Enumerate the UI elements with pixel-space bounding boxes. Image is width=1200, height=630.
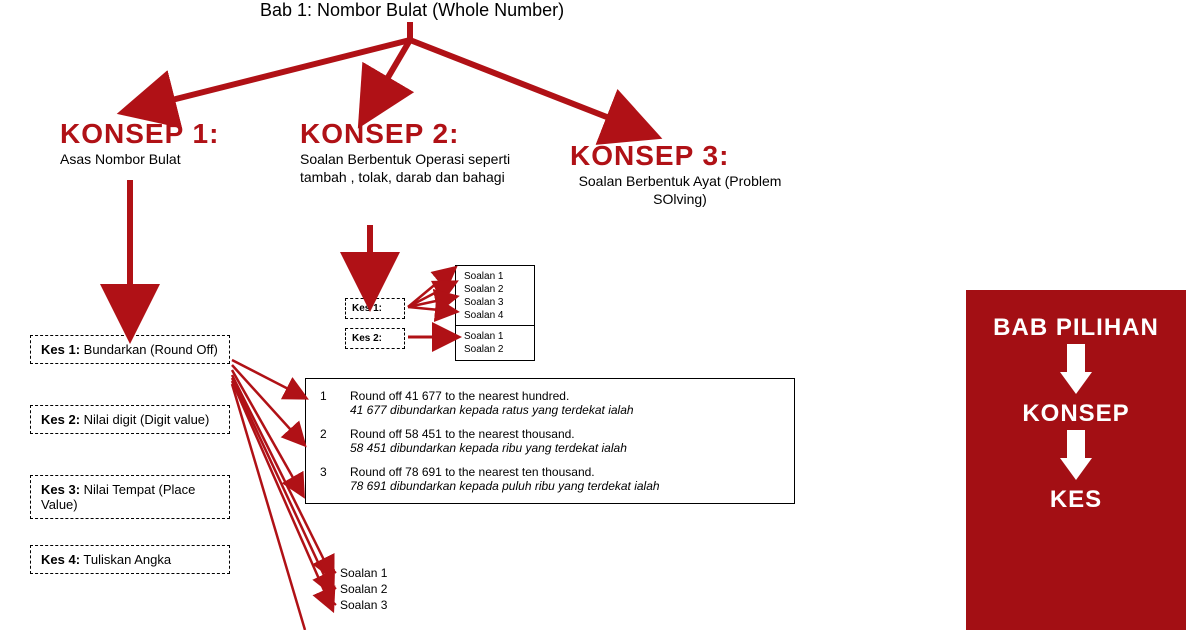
konsep3-block: KONSEP 3: Soalan Berbentuk Ayat (Problem… bbox=[570, 140, 790, 208]
k2-kes2-s2: Soalan 2 bbox=[464, 343, 526, 356]
kes4-label: Kes 4: bbox=[41, 552, 80, 567]
bottom-s1: Soalan 1 bbox=[340, 565, 387, 581]
konsep1-block: KONSEP 1: Asas Nombor Bulat bbox=[60, 118, 250, 168]
k2-kes1-s1: Soalan 1 bbox=[464, 270, 526, 283]
k2-kes2-label: Kes 2: bbox=[352, 333, 382, 344]
q3-en: Round off 78 691 to the nearest ten thou… bbox=[350, 465, 780, 479]
q3-ms: 78 691 dibundarkan kepada puluh ribu yan… bbox=[350, 479, 780, 493]
kes3-box: Kes 3: Nilai Tempat (Place Value) bbox=[30, 475, 230, 519]
kes1-label: Kes 1: bbox=[41, 342, 80, 357]
arrow-white-stem-1 bbox=[1067, 344, 1085, 372]
kes2-text: Nilai digit (Digit value) bbox=[80, 412, 209, 427]
q2-ms: 58 451 dibundarkan kepada ribu yang terd… bbox=[350, 441, 780, 455]
k2-kes2-soalan-box: Soalan 1 Soalan 2 bbox=[455, 325, 535, 361]
kes2-box: Kes 2: Nilai digit (Digit value) bbox=[30, 405, 230, 434]
konsep3-title: KONSEP 3: bbox=[570, 140, 790, 172]
bottom-s3: Soalan 3 bbox=[340, 597, 387, 613]
konsep1-title: KONSEP 1: bbox=[60, 118, 250, 150]
konsep2-block: KONSEP 2: Soalan Berbentuk Operasi seper… bbox=[300, 118, 530, 186]
q1-num: 1 bbox=[320, 389, 350, 417]
kes1-box: Kes 1: Bundarkan (Round Off) bbox=[30, 335, 230, 364]
konsep2-title: KONSEP 2: bbox=[300, 118, 530, 150]
konsep3-sub: Soalan Berbentuk Ayat (Problem SOlving) bbox=[570, 172, 790, 208]
k2-kes2-s1: Soalan 1 bbox=[464, 330, 526, 343]
k2-kes1-s3: Soalan 3 bbox=[464, 296, 526, 309]
arrow-down-icon-1 bbox=[1060, 372, 1092, 394]
side-panel: BAB PILIHAN KONSEP KES bbox=[966, 290, 1186, 630]
q2-num: 2 bbox=[320, 427, 350, 455]
q1-ms: 41 677 dibundarkan kepada ratus yang ter… bbox=[350, 403, 780, 417]
q2-en: Round off 58 451 to the nearest thousand… bbox=[350, 427, 780, 441]
root-title: Bab 1: Nombor Bulat (Whole Number) bbox=[260, 0, 564, 21]
k2-kes1-soalan-box: Soalan 1 Soalan 2 Soalan 3 Soalan 4 bbox=[455, 265, 535, 327]
questions-box: 1 Round off 41 677 to the nearest hundre… bbox=[305, 378, 795, 504]
konsep2-sub: Soalan Berbentuk Operasi seperti tambah … bbox=[300, 150, 530, 186]
kes4-text: Tuliskan Angka bbox=[80, 552, 171, 567]
k2-kes1-s2: Soalan 2 bbox=[464, 283, 526, 296]
bottom-s2: Soalan 2 bbox=[340, 581, 387, 597]
side-konsep: KONSEP bbox=[966, 400, 1186, 428]
arrow-down-icon-2 bbox=[1060, 458, 1092, 480]
k2-kes1-s4: Soalan 4 bbox=[464, 309, 526, 322]
arrow-white-stem-2 bbox=[1067, 430, 1085, 458]
kes3-label: Kes 3: bbox=[41, 482, 80, 497]
q1-en: Round off 41 677 to the nearest hundred. bbox=[350, 389, 780, 403]
k2-kes1-label: Kes 1: bbox=[352, 303, 382, 314]
k2-kes1-box: Kes 1: bbox=[345, 298, 405, 319]
side-bab: BAB PILIHAN bbox=[966, 314, 1186, 342]
k2-kes2-box: Kes 2: bbox=[345, 328, 405, 349]
kes2-label: Kes 2: bbox=[41, 412, 80, 427]
kes4-box: Kes 4: Tuliskan Angka bbox=[30, 545, 230, 574]
q3-num: 3 bbox=[320, 465, 350, 493]
bottom-soalan-list: Soalan 1 Soalan 2 Soalan 3 bbox=[340, 565, 387, 614]
konsep1-sub: Asas Nombor Bulat bbox=[60, 150, 250, 168]
kes1-text: Bundarkan (Round Off) bbox=[80, 342, 218, 357]
side-kes: KES bbox=[966, 486, 1186, 514]
